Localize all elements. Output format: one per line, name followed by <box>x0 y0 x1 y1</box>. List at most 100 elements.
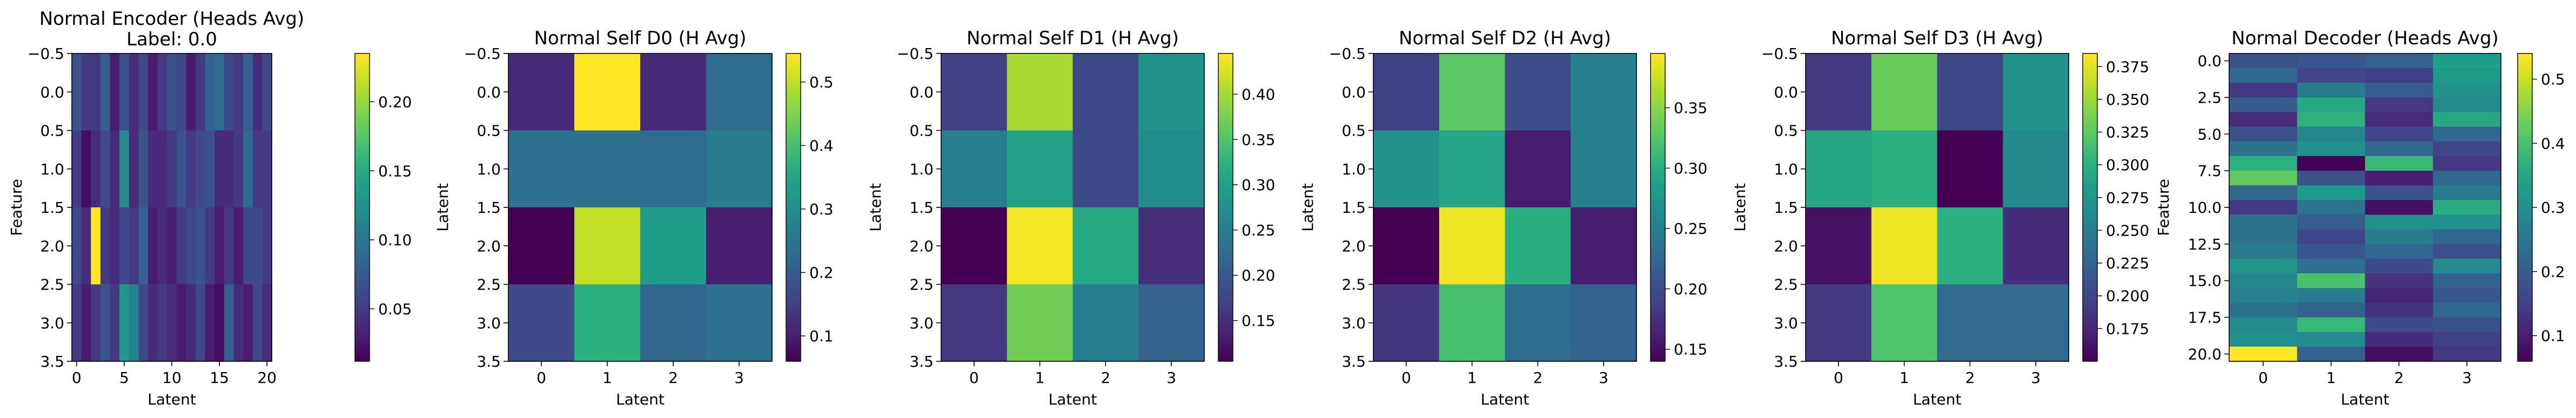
heatmap-cell <box>233 207 244 285</box>
y-tick-label: 1.5 <box>477 199 501 217</box>
heatmap-cell <box>2229 126 2298 142</box>
heatmap-cell <box>2297 346 2366 362</box>
y-tick-label: 0.0 <box>2197 52 2222 70</box>
colorbar-frame <box>1650 53 1666 362</box>
heatmap-cell <box>2365 53 2433 69</box>
colorbar <box>1651 53 1665 361</box>
x-tick-label: 3 <box>2462 369 2472 387</box>
heatmap-cell <box>91 284 101 362</box>
heatmap-cell <box>214 53 225 131</box>
heatmap-cell <box>205 207 215 285</box>
heatmap-cell <box>2229 288 2298 304</box>
y-tick-label: 3.0 <box>40 314 64 332</box>
heatmap-cell <box>1138 207 1205 285</box>
heatmap-cell <box>2003 53 2069 131</box>
heatmap-cell <box>706 207 773 285</box>
colorbar-tick-label: 0.15 <box>1674 341 1707 359</box>
colorbar <box>2083 53 2097 361</box>
heatmap-cell <box>100 284 111 362</box>
heatmap-cell <box>2433 156 2501 171</box>
heatmap-cell <box>252 53 263 131</box>
heatmap-cell <box>157 130 167 208</box>
heatmap-cell <box>1571 207 1637 285</box>
x-tick-label: 3 <box>2031 369 2041 387</box>
heatmap-cell <box>2297 185 2366 201</box>
heatmap-cell <box>2365 244 2433 259</box>
heatmap-cell <box>706 130 773 208</box>
x-tick-label: 1 <box>1467 369 1477 387</box>
heatmap-cell <box>1505 284 1571 362</box>
heatmap-cell <box>574 53 641 131</box>
heatmap-cell <box>2297 302 2366 318</box>
heatmap-cell <box>2433 200 2501 215</box>
y-tick-label: 0.0 <box>1341 83 1366 101</box>
heatmap-cell <box>119 53 130 131</box>
heatmap-cell <box>1937 53 2003 131</box>
heatmap-cell <box>2229 346 2298 362</box>
heatmap-cell <box>91 53 101 131</box>
heatmap-cell <box>2433 302 2501 318</box>
heatmap-cell <box>91 207 101 285</box>
x-tick-label: 3 <box>734 369 744 387</box>
heatmap-cell <box>2433 288 2501 304</box>
heatmap-cell <box>2003 130 2069 208</box>
heatmap-cell <box>1007 207 1074 285</box>
colorbar-tick-label: 0.10 <box>378 231 412 249</box>
heatmap-cell <box>941 53 1008 131</box>
heatmap-cell <box>2297 126 2366 142</box>
heatmap-cell <box>252 130 263 208</box>
colorbar-tick-label: 0.5 <box>809 73 834 91</box>
colorbar-tick-label: 0.35 <box>1242 131 1275 149</box>
heatmap-cell <box>1505 130 1571 208</box>
heatmap-cell <box>1439 130 1506 208</box>
heatmap-cell <box>233 130 244 208</box>
x-tick-label: 1 <box>1035 369 1045 387</box>
x-axis-label: Latent <box>1913 390 1962 408</box>
y-tick-label: 1.0 <box>477 160 501 178</box>
heatmap-cell <box>2229 97 2298 113</box>
y-tick-label: 3.5 <box>477 353 501 370</box>
y-tick-label: −0.5 <box>464 45 501 63</box>
heatmap-cell <box>1007 284 1074 362</box>
heatmap-cell <box>2297 112 2366 127</box>
heatmap-cell <box>2433 97 2501 113</box>
x-axis-label: Latent <box>616 390 665 408</box>
heatmap-cell <box>1072 284 1139 362</box>
heatmap-cell <box>1806 53 1872 131</box>
heatmap-cell <box>2433 244 2501 259</box>
heatmap-cell <box>2297 171 2366 186</box>
heatmap-cell <box>1439 207 1506 285</box>
y-axis-label: Latent <box>1731 183 1749 232</box>
heatmap-cell <box>1505 53 1571 131</box>
y-axis-label: Latent <box>1299 183 1317 232</box>
heatmap-cell <box>941 207 1008 285</box>
y-tick-label: 1.5 <box>1774 199 1798 217</box>
x-tick-label: 5 <box>119 369 129 387</box>
y-tick-label: 0.5 <box>40 122 64 140</box>
y-tick-label: 3.0 <box>1774 314 1798 332</box>
heatmap-cell <box>640 53 707 131</box>
heatmap-cell <box>2229 332 2298 347</box>
heatmap-cell <box>81 53 91 131</box>
heatmap-cell <box>1571 53 1637 131</box>
heatmap-cell <box>138 53 149 131</box>
colorbar-tick-label: 0.4 <box>809 137 834 154</box>
heatmap-cell <box>233 53 244 131</box>
x-axis-label: Latent <box>2341 390 2390 408</box>
heatmap-cell <box>1373 53 1440 131</box>
heatmap-cell <box>110 53 120 131</box>
y-tick-label: 17.5 <box>2188 309 2222 327</box>
heatmap-cell <box>214 130 225 208</box>
heatmap-cell <box>1937 130 2003 208</box>
heatmap-panel-0: 0 5 10 15 20 −0.5 0.0 0.5 1.0 1.5 2.0 2.5 3.0 3.5 Late… <box>8 8 412 408</box>
heatmap-cell <box>1871 207 1938 285</box>
heatmap-cell <box>2433 83 2501 98</box>
heatmap-cell <box>574 207 641 285</box>
colorbar-tick-label: 0.275 <box>2106 189 2149 207</box>
heatmap-cell <box>2297 200 2366 215</box>
heatmap-cell <box>147 53 158 131</box>
x-tick-label: 15 <box>210 369 229 387</box>
heatmap-cell <box>2229 214 2298 230</box>
chart-title: Normal Self D0 (H Avg) <box>534 28 746 49</box>
heatmap-cell <box>2365 156 2433 171</box>
